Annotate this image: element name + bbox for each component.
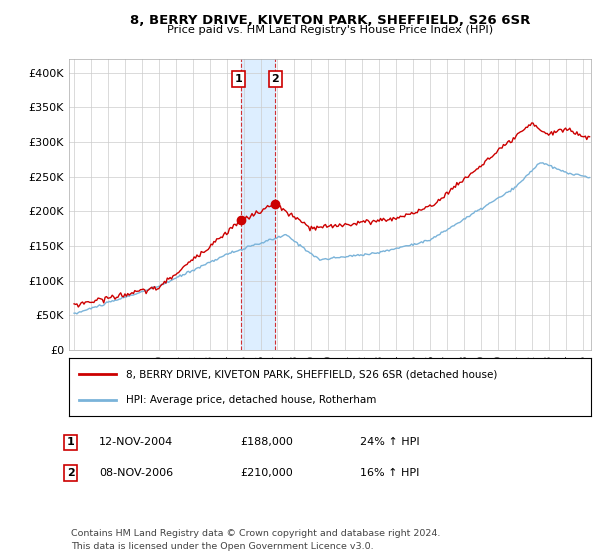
Text: Price paid vs. HM Land Registry's House Price Index (HPI): Price paid vs. HM Land Registry's House … [167, 25, 493, 35]
Text: £188,000: £188,000 [240, 437, 293, 447]
Text: 8, BERRY DRIVE, KIVETON PARK, SHEFFIELD, S26 6SR: 8, BERRY DRIVE, KIVETON PARK, SHEFFIELD,… [130, 14, 530, 27]
Text: 08-NOV-2006: 08-NOV-2006 [99, 468, 173, 478]
Text: 1: 1 [67, 437, 74, 447]
Text: 8, BERRY DRIVE, KIVETON PARK, SHEFFIELD, S26 6SR (detached house): 8, BERRY DRIVE, KIVETON PARK, SHEFFIELD,… [127, 370, 498, 379]
Text: 12-NOV-2004: 12-NOV-2004 [99, 437, 173, 447]
Bar [241, 59, 275, 350]
Text: £210,000: £210,000 [240, 468, 293, 478]
Text: HPI: Average price, detached house, Rotherham: HPI: Average price, detached house, Roth… [127, 395, 377, 404]
Text: 2: 2 [67, 468, 74, 478]
Text: 24% ↑ HPI: 24% ↑ HPI [360, 437, 419, 447]
Text: Contains HM Land Registry data © Crown copyright and database right 2024.
This d: Contains HM Land Registry data © Crown c… [71, 529, 440, 550]
Text: 16% ↑ HPI: 16% ↑ HPI [360, 468, 419, 478]
Text: 1: 1 [235, 74, 242, 84]
Text: 2: 2 [272, 74, 280, 84]
